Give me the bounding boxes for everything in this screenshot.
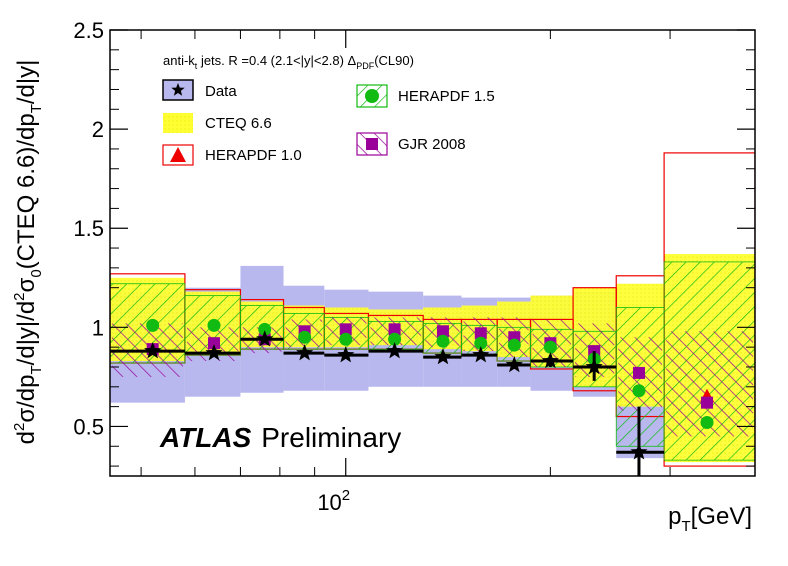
- y-tick-label-2: 1.5: [73, 216, 104, 241]
- gjr-marker-1: [207, 337, 220, 350]
- data-point-9: [541, 352, 559, 369]
- y-axis-title-sigma1: σ/dp: [13, 374, 40, 422]
- legend-swatch-cteq: [163, 113, 193, 133]
- data-point-8: [505, 356, 523, 373]
- y-axis-title-sub0: 0: [28, 269, 45, 277]
- y-axis-title-mid2: (CTEQ 6.6)/dp: [13, 113, 40, 269]
- y-axis-title-sigma2: σ: [13, 277, 40, 292]
- data-point-4: [337, 346, 355, 363]
- hera15-marker-2: [258, 322, 272, 336]
- legend-item-cteq: CTEQ 6.6: [163, 113, 272, 133]
- x-axis-title-sub: T: [681, 518, 690, 535]
- x-tick-label-0: 102: [317, 487, 350, 515]
- legend-star-icon: [171, 83, 185, 96]
- data-point-3: [296, 344, 314, 361]
- legend: Data CTEQ 6.6 HERAPDF 1.0 HERAPDF 1.5 GJ…: [162, 79, 495, 166]
- hera15-marker-5: [388, 332, 402, 346]
- y-axis-title-mid1: /d|y|/d: [13, 301, 40, 366]
- data-point-0: [144, 342, 162, 359]
- gjr-marker-7: [474, 327, 487, 340]
- y-tick-label-0: 0.5: [73, 414, 104, 439]
- y-axis-title-subT2: T: [28, 104, 45, 113]
- data-point-10: [585, 358, 603, 375]
- legend-label-gjr: GJR 2008: [398, 136, 466, 153]
- header-prefix-sub: t: [195, 61, 198, 71]
- y-tick-label-3: 2: [92, 117, 104, 142]
- data-point-6: [434, 348, 452, 365]
- legend-circle-icon: [365, 89, 379, 103]
- legend-label-data: Data: [205, 83, 237, 100]
- data-point-7: [472, 346, 490, 363]
- y-axis-title-end: /d|y|: [13, 60, 40, 104]
- hera15-marker-12: [700, 415, 714, 429]
- x-tick-label-exp: 2: [342, 487, 350, 504]
- brand-plain: Preliminary: [261, 422, 401, 453]
- hera15-marker-8: [507, 338, 521, 352]
- header-middle: jets. R =0.4 (2.1<|y|<2.8) Δ: [200, 53, 357, 68]
- hera15-marker-9: [543, 340, 557, 354]
- gjr-marker-6: [436, 325, 449, 338]
- data-point-2: [256, 330, 274, 347]
- hera15-marker-4: [339, 332, 353, 346]
- legend-label-cteq: CTEQ 6.6: [205, 115, 272, 132]
- hera15-marker-0: [146, 318, 160, 332]
- x-axis-title-p: p: [668, 503, 681, 530]
- legend-square-icon: [366, 138, 378, 150]
- hera15-marker-1: [207, 318, 221, 332]
- x-tick-label-base: 10: [317, 490, 341, 515]
- x-axis-title: pT[GeV]: [668, 503, 752, 535]
- hera15-marker-6: [436, 334, 450, 348]
- x-axis-title-rest: [GeV]: [691, 503, 752, 530]
- header-delta-sub: PDF: [356, 61, 375, 71]
- y-tick-label-4: 2.5: [73, 18, 104, 43]
- y-axis-title-d1: d: [13, 431, 40, 444]
- hera15-marker-3: [298, 330, 312, 344]
- legend-item-gjr: GJR 2008: [356, 132, 466, 156]
- gjr-marker-11: [632, 366, 645, 379]
- y-tick-label-1: 1: [92, 315, 104, 340]
- legend-item-data: Data: [162, 79, 237, 101]
- y-axis-title-sup2b: 2: [11, 292, 28, 300]
- legend-label-hera15: HERAPDF 1.5: [398, 88, 495, 105]
- legend-item-hera10: HERAPDF 1.0: [162, 144, 302, 166]
- header-prefix: anti-k: [163, 53, 195, 68]
- y-axis-title-subT1: T: [28, 365, 45, 374]
- gjr-marker-4: [339, 323, 352, 336]
- hera15-marker-11: [632, 384, 646, 398]
- gjr-marker-5: [388, 323, 401, 336]
- data-point-1: [205, 344, 223, 361]
- legend-label-hera10: HERAPDF 1.0: [205, 147, 302, 164]
- brand-bold: ATLAS: [159, 422, 252, 453]
- chart-header: anti-kt jets. R =0.4 (2.1<|y|<2.8) ΔPDF(…: [163, 53, 414, 71]
- gjr-marker-12: [701, 396, 714, 409]
- hera15-marker-7: [474, 336, 488, 350]
- y-axis-title: d2σ/dpT/d|y|/d2σ0(CTEQ 6.6)/dpT/d|y|: [11, 60, 45, 445]
- header-suffix: (CL90): [374, 53, 414, 68]
- data-point-5: [386, 342, 404, 359]
- data-points: [110, 330, 665, 476]
- brand-label: ATLAS Preliminary: [159, 422, 401, 453]
- legend-triangle-icon: [170, 147, 186, 162]
- plot-frame: [109, 29, 756, 477]
- y-axis-title-sup2a: 2: [11, 423, 28, 431]
- legend-item-hera15: HERAPDF 1.5: [356, 84, 495, 108]
- data-point-11: [630, 443, 648, 460]
